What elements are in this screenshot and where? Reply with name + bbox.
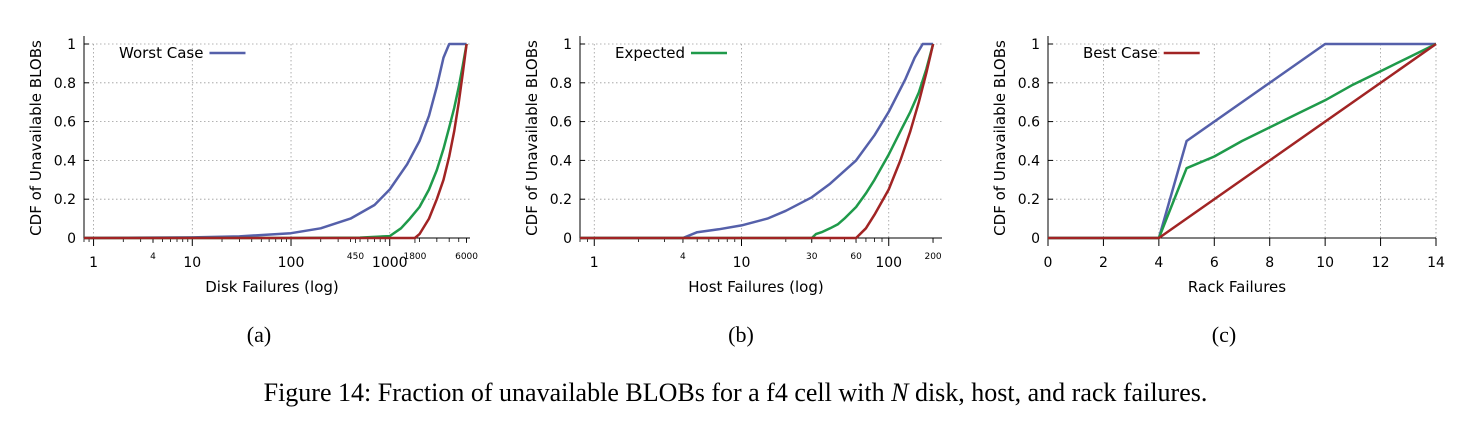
series-line-expected (1048, 42, 1437, 240)
x-tick-label: 1000 (372, 255, 408, 271)
x-minor-tick-label: 6000 (455, 252, 478, 262)
y-tick-label: 0.6 (550, 115, 572, 131)
x-minor-tick-label: 4 (150, 252, 156, 262)
y-tick-label: 0 (563, 231, 572, 247)
x-axis-title: Disk Failures (log) (205, 278, 339, 296)
series-line-best (84, 43, 468, 240)
x-tick-label: 8 (1265, 255, 1274, 271)
y-tick-label: 1 (1031, 37, 1040, 53)
legend-label: Expected (615, 44, 685, 62)
caption-suffix: disk, host, and rack failures. (908, 378, 1208, 407)
y-tick-label: 0.4 (550, 153, 572, 169)
x-minor-tick-label: 450 (347, 252, 364, 262)
y-tick-label: 0.8 (54, 76, 76, 92)
y-axis-title: CDF of Unavailable BLOBs (523, 40, 541, 236)
x-axis-title: Host Failures (log) (688, 278, 823, 296)
series-line-best (1048, 42, 1437, 240)
series-line-expected (580, 43, 935, 240)
y-tick-label: 0.8 (1018, 76, 1040, 92)
x-minor-tick-label: 60 (850, 252, 862, 262)
x-tick-label: 2 (1099, 255, 1108, 271)
x-tick-label: 10 (183, 255, 201, 271)
y-tick-label: 0.2 (54, 192, 76, 208)
y-tick-label: 1 (563, 37, 572, 53)
x-minor-tick-label: 1800 (403, 252, 426, 262)
y-tick-label: 0.2 (550, 192, 572, 208)
x-minor-tick-label: 200 (924, 252, 941, 262)
y-tick-label: 0 (1031, 231, 1040, 247)
x-tick-label: 12 (1372, 255, 1390, 271)
y-tick-label: 0.6 (1018, 115, 1040, 131)
y-tick-label: 0.6 (54, 115, 76, 131)
figure-caption: Figure 14: Fraction of unavailable BLOBs… (0, 378, 1471, 408)
x-minor-tick-label: 30 (806, 252, 818, 262)
x-axis-title: Rack Failures (1188, 278, 1286, 296)
x-tick-label: 100 (875, 255, 902, 271)
series-line-expected (84, 43, 468, 240)
y-axis-title: CDF of Unavailable BLOBs (991, 40, 1009, 236)
y-axis-title: CDF of Unavailable BLOBs (27, 40, 45, 236)
x-tick-label: 1 (89, 255, 98, 271)
x-tick-label: 10 (1316, 255, 1334, 271)
x-tick-label: 6 (1210, 255, 1219, 271)
sublabel-a: (a) (246, 322, 272, 347)
x-minor-tick-label: 4 (680, 252, 686, 262)
chart-panel-disk: 0 0.2 0.4 0.6 0.8 1 1 10 100 1000 4 450 1800 6000 Disk… (27, 36, 478, 296)
y-tick-label: 0.2 (1018, 192, 1040, 208)
chart-panel-host: 0 0.2 0.4 0.6 0.8 1 1 10 100 4 30 60 200 Host Failure… (523, 36, 942, 296)
series-line-worst (580, 42, 934, 240)
y-tick-label: 0 (67, 231, 76, 247)
y-tick-label: 0.4 (54, 153, 76, 169)
legend-label: Worst Case (119, 44, 203, 62)
caption-prefix: Figure 14: Fraction of unavailable BLOBs… (263, 378, 892, 407)
series-line-worst (83, 42, 467, 240)
sublabel-c: (c) (1211, 322, 1237, 347)
x-tick-label: 0 (1044, 255, 1053, 271)
y-tick-label: 0.8 (550, 76, 572, 92)
x-tick-label: 100 (278, 255, 305, 271)
legend-label: Best Case (1083, 44, 1158, 62)
x-tick-label: 4 (1154, 255, 1163, 271)
y-tick-label: 0.4 (1018, 153, 1040, 169)
x-tick-label: 1 (590, 255, 599, 271)
y-tick-label: 1 (67, 37, 76, 53)
x-tick-label: 10 (733, 255, 751, 271)
sublabel-b: (b) (728, 322, 754, 347)
series-line-best (580, 43, 935, 240)
x-tick-label: 14 (1427, 255, 1445, 271)
caption-variable: N (891, 378, 909, 407)
